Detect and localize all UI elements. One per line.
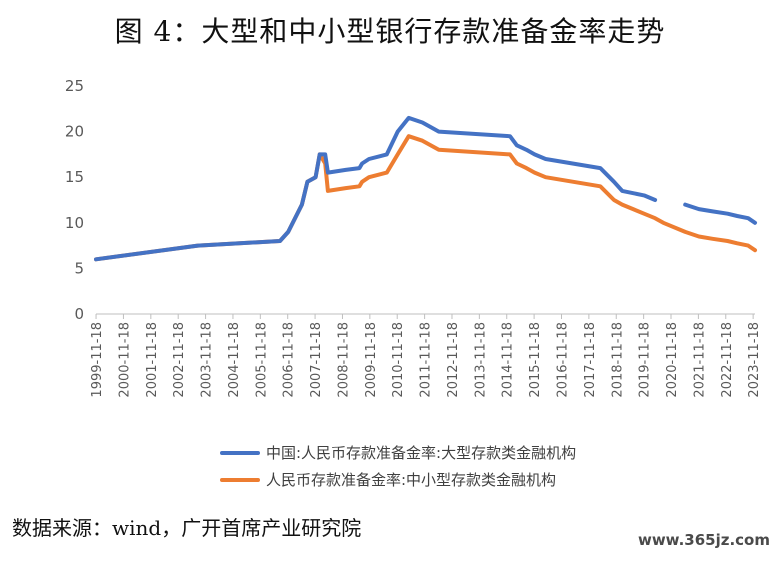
y-tick-label: 15 xyxy=(65,168,84,186)
series-line xyxy=(94,134,757,262)
x-tick-label: 2005-11-18 xyxy=(254,322,269,398)
data-source: 数据来源：wind，广开首席产业研究院 xyxy=(12,516,362,540)
page-title: 图 4：大型和中小型银行存款准备金率走势 xyxy=(114,15,666,48)
x-tick-label: 2018-11-18 xyxy=(610,322,625,398)
x-tick-label: 2000-11-18 xyxy=(117,322,132,398)
x-tick-label: 2003-11-18 xyxy=(200,322,215,398)
x-tick-label: 2010-11-18 xyxy=(391,322,406,398)
y-tick-label: 10 xyxy=(65,214,84,232)
x-tick-label: 2021-11-18 xyxy=(692,322,707,398)
x-tick-label: 2002-11-18 xyxy=(172,322,187,398)
watermark: www.365jz.com xyxy=(637,531,770,549)
x-tick-label: 2016-11-18 xyxy=(555,322,570,398)
x-tick-label: 2001-11-18 xyxy=(145,322,160,398)
legend-label: 人民币存款准备金率:中小型存款类金融机构 xyxy=(266,471,556,489)
x-tick-label: 2015-11-18 xyxy=(528,322,543,398)
x-tick-label: 2011-11-18 xyxy=(419,322,434,398)
y-tick-label: 25 xyxy=(65,77,84,95)
x-tick-label: 2019-11-18 xyxy=(638,322,653,398)
x-tick-label: 2013-11-18 xyxy=(473,322,488,398)
x-tick-label: 1999-11-18 xyxy=(90,322,105,398)
x-tick-label: 2004-11-18 xyxy=(227,322,242,398)
x-tick-label: 2006-11-18 xyxy=(282,322,297,398)
y-tick-label: 20 xyxy=(65,123,84,141)
x-tick-label: 2022-11-18 xyxy=(720,322,735,398)
y-tick-label: 0 xyxy=(74,305,84,323)
y-tick-label: 5 xyxy=(74,259,84,277)
x-tick-label: 2020-11-18 xyxy=(665,322,680,398)
x-tick-label: 2017-11-18 xyxy=(583,322,598,398)
x-tick-label: 2007-11-18 xyxy=(309,322,324,398)
legend-label: 中国:人民币存款准备金率:大型存款类金融机构 xyxy=(266,444,576,462)
x-tick-label: 2014-11-18 xyxy=(501,322,516,398)
series-line xyxy=(94,115,658,262)
x-tick-label: 2023-11-18 xyxy=(747,322,762,398)
x-tick-label: 2008-11-18 xyxy=(336,322,351,398)
x-tick-label: 2009-11-18 xyxy=(364,322,379,398)
x-tick-label: 2012-11-18 xyxy=(446,322,461,398)
series-line xyxy=(683,202,757,225)
